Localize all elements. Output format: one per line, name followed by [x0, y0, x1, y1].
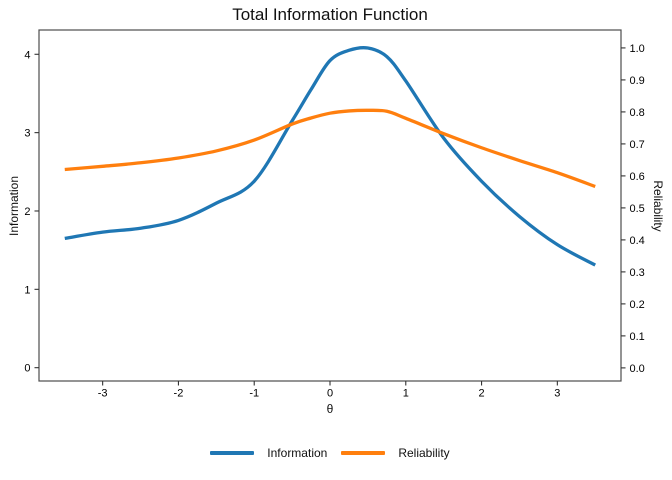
- x-tick-label: 2: [479, 388, 485, 400]
- plot-panel-border: [38, 29, 622, 382]
- y-left-tick-label: 4: [24, 49, 30, 61]
- legend: Information Reliability: [39, 446, 621, 460]
- x-tick-label: -3: [98, 388, 108, 400]
- y-left-tick-label: 1: [24, 284, 30, 296]
- x-tick-label: 0: [327, 388, 333, 400]
- series-line-information: [64, 46, 597, 267]
- x-tick-label: 3: [554, 388, 560, 400]
- y-left-tick-label: 2: [24, 206, 30, 218]
- y-left-tick-label: 0: [24, 363, 30, 375]
- legend-line-reliability-icon: [341, 451, 386, 455]
- y-right-tick-label: 0.6: [630, 171, 645, 183]
- y-right-tick-label: 0.9: [630, 75, 645, 87]
- legend-label-reliability: Reliability: [398, 446, 450, 460]
- y-right-tick-label: 0.4: [630, 235, 645, 247]
- legend-item-information: Information: [210, 446, 327, 460]
- y-right-tick-label: 1.0: [630, 43, 645, 55]
- y-axis-label-right: Reliability: [651, 180, 665, 232]
- y-right-tick-label: 0.5: [630, 203, 645, 215]
- y-right-tick-label: 0.8: [630, 107, 645, 119]
- legend-item-reliability: Reliability: [341, 446, 450, 460]
- x-tick-label: -2: [174, 388, 184, 400]
- y-axis-label-left: Information: [7, 175, 21, 237]
- y-right-tick-label: 0.2: [630, 299, 645, 311]
- y-right-tick-label: 0.7: [630, 139, 645, 151]
- legend-label-information: Information: [267, 446, 328, 460]
- chart-title: Total Information Function: [232, 5, 428, 24]
- x-axis-label: θ: [326, 402, 334, 416]
- legend-line-information-icon: [210, 451, 255, 455]
- series-line-reliability: [64, 108, 596, 189]
- y-right-tick-label: 0.3: [630, 267, 645, 279]
- y-right-tick-label: 0.1: [630, 331, 645, 343]
- x-tick-label: -1: [249, 388, 259, 400]
- y-right-tick-label: 0.0: [630, 363, 645, 375]
- x-tick-label: 1: [403, 388, 409, 400]
- y-left-tick-label: 3: [24, 128, 30, 140]
